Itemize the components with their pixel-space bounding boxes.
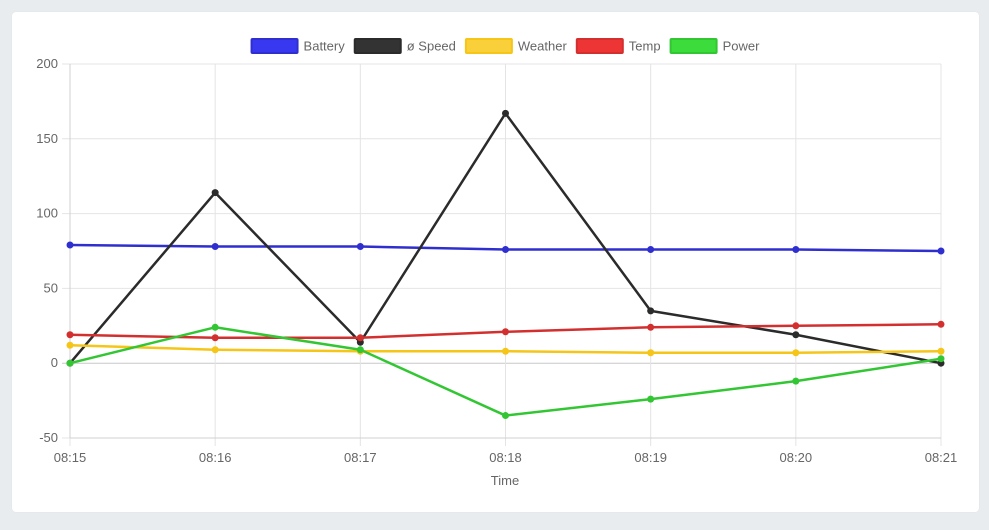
data-point-power[interactable] <box>937 355 945 363</box>
series-temp <box>66 320 945 342</box>
data-point-weather[interactable] <box>66 341 74 349</box>
data-point-temp[interactable] <box>211 334 219 342</box>
y-tick-label: 100 <box>36 206 58 221</box>
x-tick-label: 08:16 <box>199 450 232 465</box>
x-axis-title: Time <box>491 473 519 488</box>
data-point-weather[interactable] <box>502 347 509 355</box>
y-tick-label: 200 <box>36 56 58 71</box>
data-point-battery[interactable] <box>792 246 800 254</box>
data-point-power[interactable] <box>66 359 74 367</box>
data-point-temp[interactable] <box>502 328 509 336</box>
data-point-battery[interactable] <box>647 246 655 254</box>
data-point-battery[interactable] <box>502 246 509 254</box>
x-tick-label: 08:21 <box>925 450 958 465</box>
data-point-temp[interactable] <box>356 334 364 342</box>
data-point-power[interactable] <box>792 377 800 385</box>
data-point-battery[interactable] <box>937 247 945 255</box>
data-point-power[interactable] <box>211 323 219 331</box>
data-point-weather[interactable] <box>647 349 655 357</box>
legend-item[interactable]: Battery <box>250 38 346 54</box>
data-point-speed[interactable] <box>211 189 219 197</box>
legend-swatch <box>250 38 299 54</box>
legend-swatch <box>353 38 402 54</box>
series-layer <box>66 109 945 420</box>
data-point-speed[interactable] <box>792 331 800 339</box>
legend[interactable]: Battery ø Speed Weather Temp Power <box>250 38 761 54</box>
data-point-weather[interactable] <box>792 349 800 357</box>
legend-item[interactable]: Temp <box>575 38 661 54</box>
data-point-speed[interactable] <box>647 307 655 315</box>
series-battery <box>66 241 945 255</box>
x-tick-label: 08:19 <box>634 450 667 465</box>
legend-label: Weather <box>518 39 568 54</box>
data-point-battery[interactable] <box>66 241 74 249</box>
data-point-power[interactable] <box>356 346 364 354</box>
legend-item[interactable]: Weather <box>464 38 568 54</box>
legend-item[interactable]: ø Speed <box>353 38 456 54</box>
x-tick-label: 08:20 <box>780 450 813 465</box>
series-speed <box>66 109 945 367</box>
data-point-power[interactable] <box>647 395 655 403</box>
data-point-weather[interactable] <box>937 347 945 355</box>
data-point-power[interactable] <box>502 412 509 420</box>
series-power <box>66 323 945 420</box>
legend-label: Battery <box>304 39 346 54</box>
data-point-temp[interactable] <box>66 331 74 339</box>
legend-item[interactable]: Power <box>669 38 761 54</box>
data-point-weather[interactable] <box>211 346 219 354</box>
data-point-temp[interactable] <box>792 322 800 330</box>
data-point-battery[interactable] <box>211 243 219 251</box>
legend-swatch <box>464 38 513 54</box>
x-tick-label: 08:15 <box>54 450 87 465</box>
x-tick-label: 08:17 <box>344 450 377 465</box>
series-weather <box>66 341 945 357</box>
legend-label: ø Speed <box>407 39 456 54</box>
chart-card <box>12 12 979 512</box>
y-tick-label: -50 <box>39 430 58 445</box>
grid-layer <box>62 63 942 446</box>
data-point-temp[interactable] <box>647 323 655 331</box>
x-tick-label: 08:18 <box>489 450 522 465</box>
data-point-speed[interactable] <box>502 109 509 117</box>
legend-label: Power <box>723 39 761 54</box>
data-point-battery[interactable] <box>356 243 364 251</box>
legend-swatch <box>669 38 718 54</box>
y-tick-label: 0 <box>51 355 58 370</box>
legend-swatch <box>575 38 624 54</box>
tick-layer: -50 0 50 100 150 200 08:15 08:16 08:17 08:18 08:19… <box>36 56 957 465</box>
y-tick-label: 50 <box>44 280 58 295</box>
legend-label: Temp <box>629 39 661 54</box>
data-point-temp[interactable] <box>937 320 945 328</box>
y-tick-label: 150 <box>36 131 58 146</box>
